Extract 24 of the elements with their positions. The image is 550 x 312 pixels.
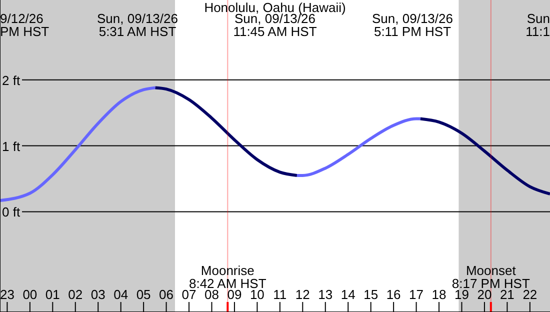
x-tick-label: 05 (136, 287, 151, 302)
annotation: Sun 11:1 (526, 11, 550, 39)
x-tick-label: 00 (22, 287, 38, 302)
x-tick-label: 13 (318, 287, 333, 302)
x-tick-label: 01 (45, 287, 60, 302)
x-tick-label: 03 (90, 287, 106, 302)
annotation: Sun, 09/13/26 5:11 PM HST (372, 11, 453, 39)
annotation: Sun, 09/13/26 5:31 AM HST (97, 11, 178, 39)
x-tick-label: 18 (432, 287, 446, 302)
chart-title: Honolulu, Oahu (Hawaii) (204, 0, 346, 15)
x-tick-label: 02 (68, 287, 83, 302)
x-tick-label: 14 (340, 287, 356, 302)
x-tick-label: 16 (386, 287, 401, 302)
x-tick-label: 17 (409, 287, 424, 302)
y-tick-label: 0 ft (2, 204, 20, 220)
annotation: 9/12/26 PM HST (0, 11, 50, 39)
x-tick-label: 23 (0, 287, 14, 302)
y-tick-label: 1 ft (2, 138, 20, 154)
x-tick-label: 15 (364, 287, 378, 302)
x-tick-label: 06 (159, 287, 174, 302)
x-tick-label: 12 (295, 287, 310, 302)
x-tick-label: 04 (114, 287, 128, 302)
y-tick-label: 2 ft (2, 72, 20, 88)
x-tick-label: 11 (273, 287, 287, 302)
